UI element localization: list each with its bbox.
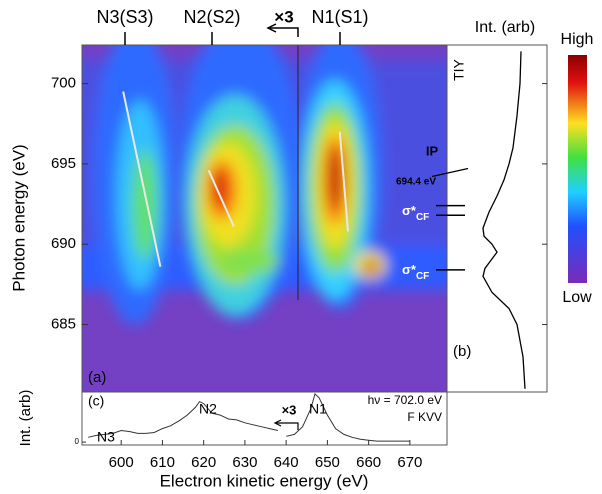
- x-tick-label: 640: [274, 454, 299, 471]
- ip-arrow: [431, 167, 469, 178]
- y-axis-label: Photon energy (eV): [9, 144, 28, 291]
- peak-label: N3(S3): [96, 7, 153, 27]
- peak-label: N1: [309, 401, 327, 417]
- y-tick-label: 690: [51, 235, 76, 252]
- x-tick-label: 600: [109, 454, 134, 471]
- scale-arrow: [276, 422, 299, 430]
- ip-label: IP: [426, 143, 439, 158]
- resonance-subscript: CF: [416, 212, 429, 223]
- panel-label: (b): [453, 343, 471, 360]
- peak-label: N2(S2): [183, 7, 240, 27]
- x-axis-label: Electron kinetic energy (eV): [160, 471, 369, 490]
- panel-title: Int. (arb): [475, 19, 535, 36]
- x-tick-label: 610: [150, 454, 175, 471]
- colorbar: [568, 55, 587, 283]
- scale-label: ×3: [274, 7, 293, 26]
- series-label: TIY: [451, 58, 467, 80]
- resonance-label: σ*CF: [402, 262, 429, 281]
- peak-label: N1(S1): [311, 7, 368, 27]
- dispersion-line: [207, 169, 235, 227]
- dispersion-line: [122, 91, 162, 267]
- x-tick-label: 670: [397, 454, 422, 471]
- y-tick-label: 0: [75, 437, 80, 446]
- spectrum-line: [88, 392, 410, 442]
- ip-value-label: 694.4 eV: [396, 177, 436, 188]
- dispersion-line: [338, 131, 349, 232]
- transition-label: F KVV: [407, 410, 442, 424]
- colorbar-high: High: [561, 31, 594, 48]
- scale-label: ×3: [282, 402, 297, 417]
- panel-label: (a): [88, 369, 106, 386]
- x-tick-label: 620: [191, 454, 216, 471]
- resonance-subscript: CF: [416, 271, 429, 282]
- resonance-label: σ*CF: [402, 203, 429, 222]
- y-tick-label: 695: [51, 155, 76, 172]
- tiy-curve: [482, 51, 526, 389]
- x-tick-label: 660: [356, 454, 381, 471]
- panel-label: (c): [88, 393, 104, 409]
- resonance-symbol: σ*: [402, 203, 417, 218]
- x-tick-label: 630: [232, 454, 257, 471]
- excitation-label: hν = 702.0 eV: [368, 393, 442, 407]
- scale-arrow-head: [266, 23, 277, 33]
- intensity-map: [82, 45, 447, 392]
- scale-arrow-head: [273, 419, 282, 427]
- peak-label: N3: [97, 429, 115, 445]
- colorbar-low: Low: [562, 289, 592, 306]
- scale-arrow: [270, 27, 299, 37]
- panel-b-frame: [446, 44, 548, 393]
- y-tick-label: 685: [51, 315, 76, 332]
- resonance-symbol: σ*: [402, 262, 417, 277]
- peak-label: N2: [199, 401, 217, 417]
- x-tick-label: 650: [315, 454, 340, 471]
- y-tick-label: 700: [51, 75, 76, 92]
- panel-c-frame: [81, 391, 448, 446]
- y-axis-label: Int. (arb): [17, 390, 34, 447]
